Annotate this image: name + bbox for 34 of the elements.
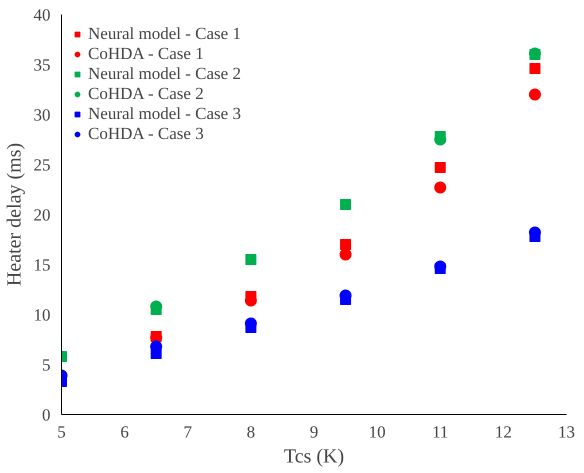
legend-label: CoHDA - Case 1 (88, 44, 204, 64)
y-tick-label: 30 (34, 106, 50, 124)
x-tick-label: 9 (310, 422, 318, 442)
x-tick-label: 5 (57, 422, 66, 442)
legend-label: Neural model - Case 3 (88, 104, 241, 124)
point (529, 63, 540, 74)
point (340, 239, 352, 250)
legend-label: Neural model - Case 2 (88, 64, 241, 84)
y-tick-label: 5 (42, 356, 50, 374)
x-tick-label: 10 (368, 422, 386, 442)
y-tick-label: 35 (34, 56, 50, 74)
y-tick-label: 25 (34, 156, 50, 174)
point (245, 254, 256, 265)
point (434, 182, 446, 194)
legend-label: Neural model - Case 1 (88, 24, 241, 44)
x-axis-title: Tcs (K) (284, 446, 344, 468)
point (340, 248, 352, 260)
x-tick-label: 8 (246, 422, 256, 442)
x-tick-label: 7 (184, 422, 192, 442)
point (528, 88, 541, 100)
legend-label: CoHDA - Case 2 (88, 84, 204, 104)
x-tick-label: 11 (432, 422, 448, 442)
point (434, 162, 446, 173)
point (340, 199, 352, 210)
y-axis-title: Heater delay (ms) (4, 142, 26, 286)
y-tick-label: 15 (34, 256, 50, 274)
x-tick-label: 6 (120, 422, 129, 442)
y-tick-label: 20 (34, 206, 50, 224)
x-tick-label: 13 (558, 422, 575, 442)
legend-label: CoHDA - Case 3 (88, 124, 204, 144)
x-tick-label: 12 (494, 422, 512, 442)
y-tick-label: 10 (34, 306, 50, 324)
y-tick-label: 40 (34, 6, 50, 24)
y-tick-label: 0 (42, 406, 50, 424)
